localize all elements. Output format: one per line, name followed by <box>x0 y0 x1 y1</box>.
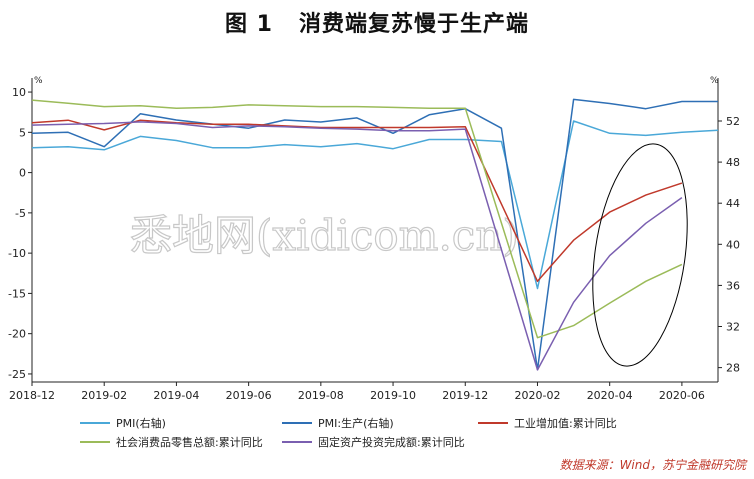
right-tick-label: 40 <box>726 238 740 251</box>
x-tick-label: 2019-02 <box>81 389 127 402</box>
x-tick-label: 2020-02 <box>514 389 560 402</box>
x-tick-label: 2019-12 <box>442 389 488 402</box>
x-tick-label: 2019-06 <box>226 389 272 402</box>
figure-number: 图 1 <box>225 12 273 37</box>
left-tick-label: 10 <box>12 86 26 99</box>
left-tick-label: -25 <box>8 368 26 381</box>
legend-label-1: PMI(右轴) <box>116 416 166 430</box>
right-tick-label: 48 <box>726 156 740 169</box>
left-tick-label: -5 <box>15 207 26 220</box>
left-tick-label: 5 <box>19 126 26 139</box>
left-tick-label: 0 <box>19 167 26 180</box>
x-tick-label: 2019-08 <box>298 389 344 402</box>
series-layer <box>31 98 719 371</box>
data-source: 数据来源：Wind，苏宁金融研究院 <box>559 458 746 472</box>
figure-title-text: 消费端复苏慢于生产端 <box>298 12 529 37</box>
x-tick-label: 2020-04 <box>587 389 633 402</box>
legend-label-5: 固定资产投资完成额:累计同比 <box>318 435 465 449</box>
x-tick-label: 2019-04 <box>153 389 199 402</box>
series-line-2 <box>31 98 718 371</box>
legend-label-3: 工业增加值:累计同比 <box>514 416 617 430</box>
right-tick-label: 44 <box>726 197 740 210</box>
right-tick-label: 32 <box>726 321 740 334</box>
highlight-ellipse <box>592 143 688 367</box>
watermark-text: 悉地网(xidicom.cn) <box>130 211 519 260</box>
right-axis-unit: % <box>710 76 719 86</box>
x-tick-label: 2019-10 <box>370 389 416 402</box>
series-line-5 <box>31 121 683 371</box>
legend: PMI(右轴) PMI:生产(右轴) 工业增加值:累计同比社会消费品零售总额:累计同… <box>80 416 617 449</box>
right-tick-label: 36 <box>726 279 740 292</box>
legend-label-2: PMI:生产(右轴) <box>318 416 394 430</box>
axes: % % 10 5 0 -5 -10 -15 -20 -25 52 48 44 40 36 32 28 2018-1… <box>8 76 740 402</box>
right-tick-label: 52 <box>726 115 740 128</box>
left-tick-label: -10 <box>8 247 26 260</box>
right-tick-label: 28 <box>726 362 740 375</box>
x-tick-label: 2020-06 <box>659 389 705 402</box>
annotation-layer <box>592 143 688 367</box>
chart-title: 图 1 消费端复苏慢于生产端 <box>0 6 754 38</box>
x-tick-label: 2018-12 <box>9 389 55 402</box>
legend-label-4: 社会消费品零售总额:累计同比 <box>116 435 263 449</box>
left-tick-label: -20 <box>8 328 26 341</box>
watermark: 悉地网(xidicom.cn) <box>129 210 519 260</box>
series-line-4 <box>31 99 683 339</box>
left-axis-unit: % <box>34 76 43 86</box>
series-line-1 <box>31 120 719 290</box>
left-tick-label: -15 <box>8 287 26 300</box>
